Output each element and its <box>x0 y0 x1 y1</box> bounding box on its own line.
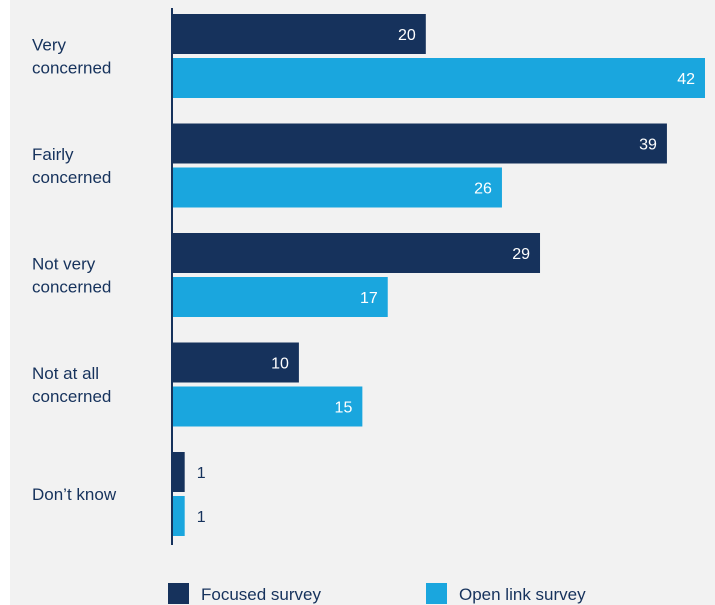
bar <box>172 58 705 98</box>
data-label: 42 <box>677 71 695 88</box>
data-label: 1 <box>197 465 206 482</box>
category-label: concerned <box>32 278 111 297</box>
data-label: 39 <box>639 137 657 154</box>
category-label: Don’t know <box>32 485 117 504</box>
category-label: Not at all <box>32 364 99 383</box>
bar <box>172 123 667 164</box>
data-label: 20 <box>398 27 416 44</box>
category-label: concerned <box>32 387 111 406</box>
bar <box>172 14 426 54</box>
category-label: concerned <box>32 168 111 187</box>
bar <box>172 386 363 427</box>
legend-swatch <box>426 583 447 604</box>
data-label: 29 <box>512 246 530 263</box>
category-label: Very <box>32 36 67 55</box>
category-label: Fairly <box>32 145 74 164</box>
data-label: 17 <box>360 290 378 307</box>
bar <box>172 233 541 273</box>
bar <box>172 342 299 383</box>
bar <box>172 167 502 208</box>
bar <box>172 452 185 492</box>
category-label: Not very <box>32 255 96 274</box>
legend-label: Focused survey <box>201 585 321 604</box>
bar <box>172 277 388 317</box>
legend-label: Open link survey <box>459 585 586 604</box>
data-label: 26 <box>474 181 492 198</box>
legend-swatch <box>168 583 189 604</box>
category-label: concerned <box>32 59 111 78</box>
data-label: 1 <box>197 509 206 526</box>
bar <box>172 496 185 536</box>
data-label: 15 <box>335 400 353 417</box>
data-label: 10 <box>271 356 289 373</box>
